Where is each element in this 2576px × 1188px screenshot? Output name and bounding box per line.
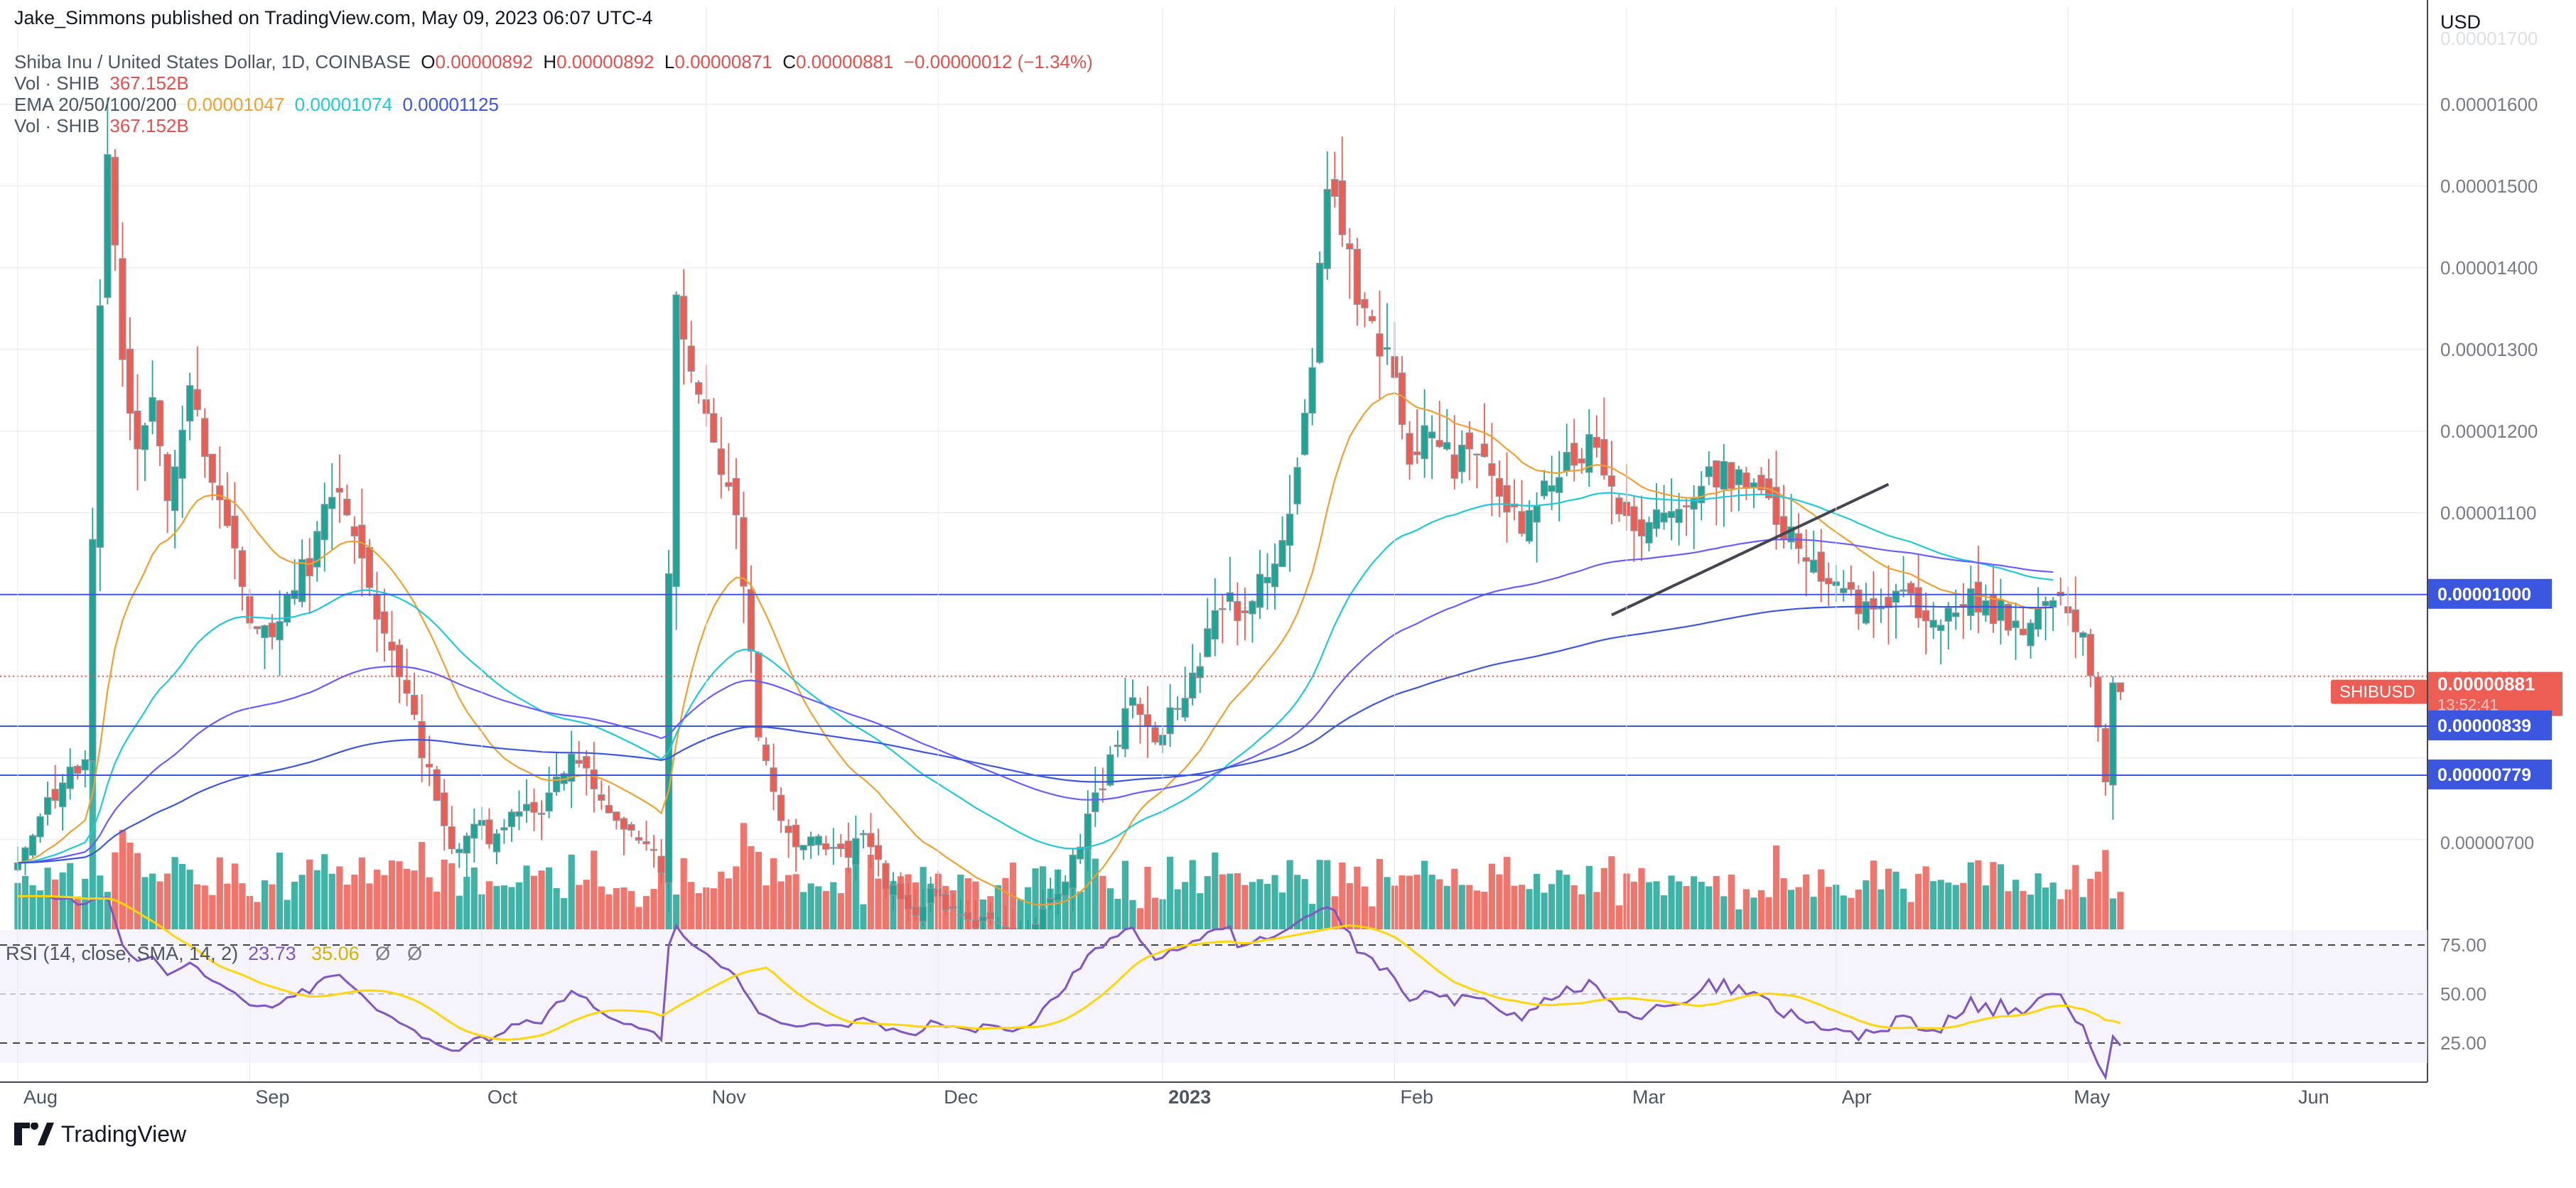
svg-text:75.00: 75.00 (2440, 934, 2486, 956)
svg-text:Apr: Apr (1842, 1086, 1872, 1108)
svg-text:RSI (14, close, SMA, 14, 2): RSI (14, close, SMA, 14, 2) (6, 943, 238, 964)
svg-text:0.00001300: 0.00001300 (2440, 339, 2538, 360)
svg-text:Dec: Dec (944, 1086, 978, 1108)
svg-text:0.00000881: 0.00000881 (2437, 674, 2535, 695)
svg-text:Feb: Feb (1401, 1086, 1434, 1108)
svg-text:35.06: 35.06 (311, 943, 360, 964)
svg-text:0.00000700: 0.00000700 (2440, 833, 2534, 853)
svg-text:0.00000839: 0.00000839 (2437, 716, 2531, 736)
svg-text:Sep: Sep (255, 1086, 289, 1108)
svg-text:0.00001400: 0.00001400 (2440, 257, 2538, 279)
svg-text:0.00001600: 0.00001600 (2440, 94, 2538, 115)
svg-text:May: May (2074, 1086, 2111, 1108)
svg-text:50.00: 50.00 (2440, 983, 2486, 1005)
svg-text:Oct: Oct (487, 1086, 518, 1108)
svg-text:USD: USD (2440, 11, 2481, 33)
svg-text:23.73: 23.73 (248, 943, 296, 964)
svg-text:Jun: Jun (2298, 1086, 2329, 1108)
svg-text:Mar: Mar (1632, 1086, 1666, 1108)
svg-text:0.00001000: 0.00001000 (2437, 585, 2531, 605)
svg-text:Aug: Aug (23, 1086, 58, 1108)
svg-text:SHIBUSD: SHIBUSD (2339, 683, 2415, 702)
svg-text:Nov: Nov (712, 1086, 747, 1108)
svg-text:0.00001200: 0.00001200 (2440, 421, 2538, 442)
svg-text:0.00001100: 0.00001100 (2440, 502, 2536, 524)
svg-text:Ø: Ø (407, 943, 422, 964)
svg-text:Ø: Ø (375, 943, 390, 964)
svg-text:0.00000779: 0.00000779 (2437, 765, 2531, 785)
svg-text:25.00: 25.00 (2440, 1032, 2486, 1054)
svg-text:2023: 2023 (1168, 1086, 1211, 1108)
svg-text:0.00001500: 0.00001500 (2440, 176, 2538, 197)
